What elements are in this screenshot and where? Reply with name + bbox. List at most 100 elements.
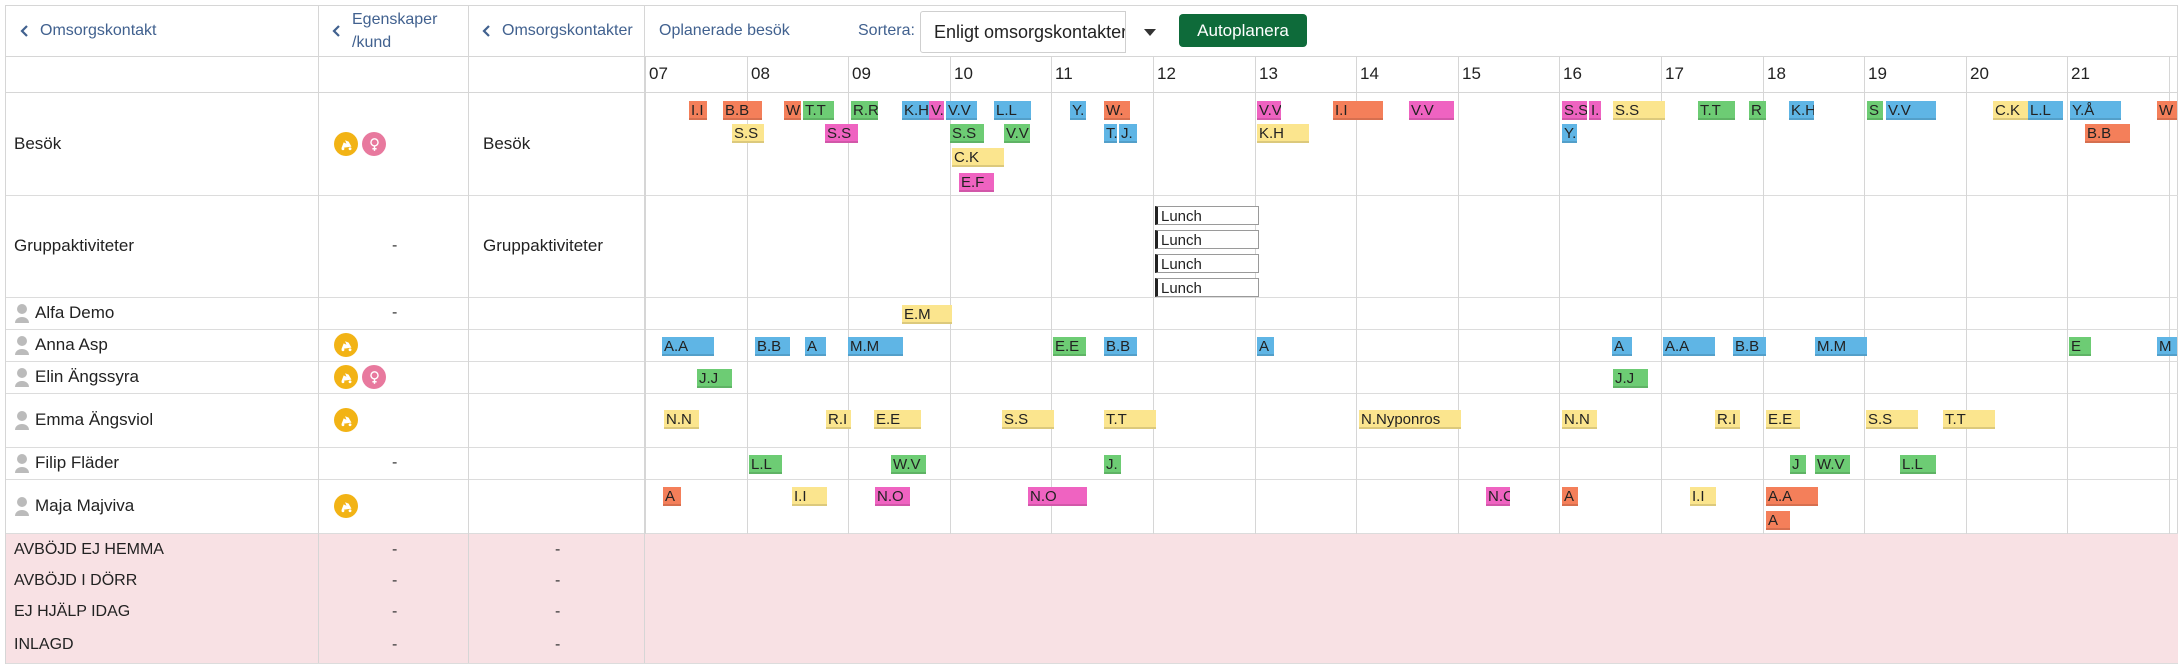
group-activity-lunch[interactable]: Lunch — [1155, 206, 1259, 225]
visit-chip-anna[interactable]: A.A — [1663, 337, 1715, 356]
visit-chip-besok[interactable]: I.I — [1333, 101, 1383, 120]
visit-chip-anna[interactable]: E.E — [1053, 337, 1086, 356]
visit-chip-elin[interactable]: J.J — [697, 369, 732, 388]
visit-chip-maja[interactable]: I.I — [1690, 487, 1716, 506]
visit-chip-besok[interactable]: K.H — [1257, 124, 1309, 143]
visit-chip-anna[interactable]: A.A — [662, 337, 714, 356]
visit-chip-besok[interactable]: B.B — [2085, 124, 2130, 143]
column-header-omsorgskontakter[interactable]: Omsorgskontakter — [478, 6, 633, 56]
visit-chip-maja[interactable]: I.I — [792, 487, 827, 506]
user-icon — [15, 336, 29, 355]
visit-chip-besok[interactable]: V.V — [1257, 101, 1281, 120]
visit-chip-besok[interactable]: C.K — [952, 148, 1004, 167]
visit-chip-besok[interactable]: K.H — [902, 101, 929, 120]
visit-chip-maja[interactable]: N.C — [1486, 487, 1510, 506]
visit-chip-emma[interactable]: N.N — [664, 410, 699, 429]
visit-chip-besok[interactable]: S.S — [732, 124, 764, 143]
visit-chip-besok[interactable]: I.I — [689, 101, 707, 120]
visit-chip-anna[interactable]: B.B — [1733, 337, 1766, 356]
visit-chip-anna[interactable]: E — [2069, 337, 2091, 356]
hour-gridline — [645, 56, 646, 534]
visit-chip-besok[interactable]: T.T — [803, 101, 834, 120]
visit-chip-anna[interactable]: M.M — [848, 337, 903, 356]
visit-chip-emma[interactable]: N.Nyponros — [1359, 410, 1461, 429]
visit-chip-anna[interactable]: M.M — [1815, 337, 1867, 356]
visit-chip-emma[interactable]: T.T — [1104, 410, 1156, 429]
visit-chip-filip[interactable]: W.V — [891, 455, 926, 474]
autoplan-button[interactable]: Autoplanera — [1179, 14, 1307, 47]
visit-chip-filip[interactable]: J. — [1104, 455, 1121, 474]
visit-chip-besok[interactable]: C.K — [1993, 101, 2028, 120]
visit-chip-besok[interactable]: L.L — [994, 101, 1031, 120]
visit-chip-maja[interactable]: A — [1562, 487, 1578, 506]
visit-chip-anna[interactable]: A — [1612, 337, 1632, 356]
visit-chip-besok[interactable]: L.L — [2028, 101, 2063, 120]
visit-chip-anna[interactable]: A — [805, 337, 826, 356]
column-header-omsorgskontakt[interactable]: Omsorgskontakt — [16, 6, 156, 56]
visit-chip-alfa[interactable]: E.M — [902, 305, 952, 324]
visit-chip-anna[interactable]: B.B — [1104, 337, 1137, 356]
status-col3: - — [555, 636, 561, 653]
person-name: Alfa Demo — [14, 297, 114, 329]
group-activity-lunch[interactable]: Lunch — [1155, 230, 1259, 249]
visit-chip-besok[interactable]: K.H — [1789, 101, 1814, 120]
visit-chip-emma[interactable]: T.T — [1943, 410, 1995, 429]
visit-chip-maja[interactable]: A — [663, 487, 681, 506]
visit-chip-maja[interactable]: A.A — [1766, 487, 1818, 506]
visit-chip-besok[interactable]: V. — [929, 101, 944, 120]
visit-chip-besok[interactable]: W. — [784, 101, 801, 120]
status-row-avbojd-i-dorr: AVBÖJD I DÖRR - - — [6, 565, 2178, 597]
visit-chip-filip[interactable]: L.L — [749, 455, 782, 474]
visit-chip-besok[interactable]: Y. — [1562, 124, 1577, 143]
hour-gridline — [1864, 56, 1865, 534]
visit-chip-besok[interactable]: V.V — [1886, 101, 1936, 120]
visit-chip-emma[interactable]: S.S — [1002, 410, 1054, 429]
visit-chip-besok[interactable]: W — [2157, 101, 2177, 120]
visit-chip-maja[interactable]: N.O — [875, 487, 910, 506]
visit-chip-emma[interactable]: E.E — [874, 410, 921, 429]
visit-chip-besok[interactable]: R — [1749, 101, 1766, 120]
visit-chip-besok[interactable]: S — [1867, 101, 1883, 120]
visit-chip-besok[interactable]: W. — [1104, 101, 1130, 120]
sort-dropdown-button[interactable] — [1125, 11, 1173, 53]
visit-chip-filip[interactable]: J — [1790, 455, 1806, 474]
visit-chip-besok[interactable]: R.R — [851, 101, 878, 120]
visit-chip-emma[interactable]: E.E — [1766, 410, 1800, 429]
visit-chip-anna[interactable]: A — [1257, 337, 1274, 356]
visit-chip-besok[interactable]: I. — [1589, 101, 1601, 120]
visit-chip-besok[interactable]: V.V — [1004, 124, 1030, 143]
visit-chip-maja[interactable]: A — [1766, 511, 1790, 530]
visit-chip-besok[interactable]: S.S — [825, 124, 858, 143]
visit-chip-besok[interactable]: V.V — [946, 101, 977, 120]
visit-chip-emma[interactable]: R.I — [826, 410, 851, 429]
visit-chip-anna[interactable]: B.B — [755, 337, 790, 356]
person-name-text: Anna Asp — [35, 335, 108, 354]
visit-chip-besok[interactable]: T.T — [1698, 101, 1735, 120]
visit-chip-besok[interactable]: E.F — [959, 173, 994, 192]
visit-chip-besok[interactable]: S.S — [950, 124, 984, 143]
visit-chip-besok[interactable]: Y.Å — [2070, 101, 2121, 120]
visit-chip-anna[interactable]: M — [2157, 337, 2177, 356]
visit-chip-besok[interactable]: S.S — [1562, 101, 1587, 120]
visit-chip-maja[interactable]: N.O — [1028, 487, 1087, 506]
visit-chip-besok[interactable]: J. — [1119, 124, 1137, 143]
visit-chip-filip[interactable]: L.L — [1900, 455, 1936, 474]
row-label: Gruppaktiviteter — [14, 236, 134, 255]
visit-chip-besok[interactable]: V.V — [1409, 101, 1454, 120]
group-activity-lunch[interactable]: Lunch — [1155, 254, 1259, 273]
visit-chip-emma[interactable]: N.N — [1562, 410, 1597, 429]
visit-chip-besok[interactable]: B.B — [723, 101, 762, 120]
visit-chip-emma[interactable]: S.S — [1866, 410, 1918, 429]
autoplan-button-label: Autoplanera — [1197, 20, 1289, 40]
visit-chip-elin[interactable]: J.J — [1613, 369, 1648, 388]
unplanned-visits-link[interactable]: Oplanerade besök — [659, 6, 790, 56]
visit-chip-besok[interactable]: Y. — [1070, 101, 1086, 120]
visit-chip-emma[interactable]: R.I — [1715, 410, 1740, 429]
group-activity-lunch[interactable]: Lunch — [1155, 278, 1259, 297]
person-name-text: Maja Majviva — [35, 496, 135, 515]
hour-gridline — [1051, 56, 1052, 534]
visit-chip-besok[interactable]: T. — [1104, 124, 1117, 143]
visit-chip-filip[interactable]: W.V — [1815, 455, 1850, 474]
column-header-egenskaper[interactable]: Egenskaper /kund — [328, 6, 437, 56]
visit-chip-besok[interactable]: S.S — [1613, 101, 1665, 120]
